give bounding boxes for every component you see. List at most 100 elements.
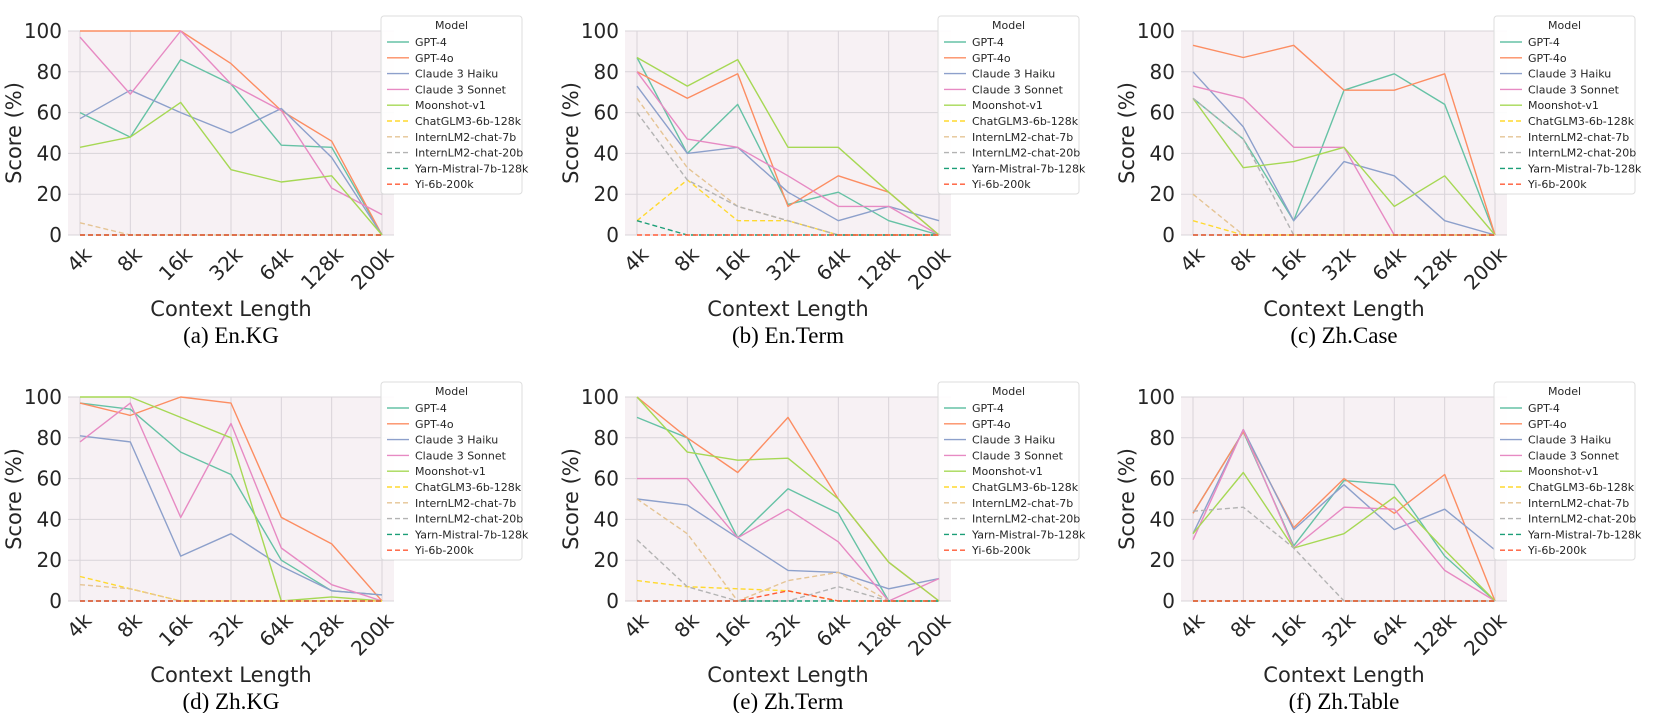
y-axis-title: Score (%) xyxy=(559,82,583,184)
x-axis-title: Context Length xyxy=(1263,297,1424,321)
legend-item-label: Yi-6b-200k xyxy=(1527,544,1587,557)
legend-frame xyxy=(937,381,1080,561)
legend-item-label: GPT-4o xyxy=(1528,418,1567,431)
x-axis-title: Context Length xyxy=(150,297,311,321)
legend-item-label: Claude 3 Sonnet xyxy=(1528,449,1620,462)
y-tick-label: 80 xyxy=(594,60,619,84)
y-tick-label: 100 xyxy=(581,19,619,43)
legend-item-label: Yarn-Mistral-7b-128k xyxy=(414,528,529,541)
x-tick-label: 64k xyxy=(254,242,297,285)
legend-item-label: Claude 3 Haiku xyxy=(972,68,1055,81)
x-tick-label: 8k xyxy=(669,608,703,642)
legend-item-label: Claude 3 Sonnet xyxy=(415,83,507,96)
y-tick-label: 60 xyxy=(37,101,62,125)
legend-item-label: Yarn-Mistral-7b-128k xyxy=(1527,528,1642,541)
legend-item-label: InternLM2-chat-7b xyxy=(972,131,1073,144)
y-tick-label: 40 xyxy=(594,507,619,531)
y-tick-label: 20 xyxy=(37,182,62,206)
legend-item-label: GPT-4 xyxy=(972,402,1004,415)
x-axis-title: Context Length xyxy=(707,297,868,321)
legend-item-label: InternLM2-chat-7b xyxy=(415,497,516,510)
x-tick-label: 8k xyxy=(1225,242,1259,276)
legend-item-label: InternLM2-chat-20b xyxy=(972,147,1080,160)
x-tick-label: 64k xyxy=(254,608,297,651)
x-tick-label: 128k xyxy=(296,242,348,294)
legend-frame xyxy=(380,15,523,195)
x-axis-title: Context Length xyxy=(707,663,868,687)
legend-item-label: Yi-6b-200k xyxy=(971,544,1031,557)
legend-item-label: InternLM2-chat-7b xyxy=(415,131,516,144)
legend-title: Model xyxy=(992,385,1025,398)
y-tick-label: 20 xyxy=(594,548,619,572)
x-tick-label: 4k xyxy=(62,242,96,276)
x-tick-label: 8k xyxy=(112,608,146,642)
x-tick-label: 32k xyxy=(1317,242,1360,285)
y-tick-label: 100 xyxy=(1137,385,1175,409)
legend-title: Model xyxy=(1548,385,1581,398)
y-tick-label: 60 xyxy=(594,101,619,125)
legend-item-label: Yarn-Mistral-7b-128k xyxy=(414,162,529,175)
series-line xyxy=(79,396,383,602)
y-tick-label: 0 xyxy=(49,223,62,247)
legend-title: Model xyxy=(1548,19,1581,32)
y-axis-title: Score (%) xyxy=(1115,448,1139,550)
y-tick-label: 0 xyxy=(1162,223,1175,247)
legend: Model GPT-4 GPT-4o Claude 3 Haiku Claude 3 S… xyxy=(380,381,529,561)
legend-frame xyxy=(1493,381,1636,561)
legend-item-label: InternLM2-chat-7b xyxy=(972,497,1073,510)
legend-item-label: Yi-6b-200k xyxy=(414,544,474,557)
legend-item-label: InternLM2-chat-20b xyxy=(1528,513,1636,526)
y-axis-title: Score (%) xyxy=(1115,82,1139,184)
series-line xyxy=(637,590,939,602)
series-line xyxy=(79,435,383,596)
legend-item-label: Moonshot-v1 xyxy=(1528,465,1599,478)
series-line xyxy=(636,498,940,590)
x-tick-label: 200k xyxy=(903,242,955,294)
legend-item-label: GPT-4 xyxy=(1528,402,1560,415)
legend-item-label: GPT-4 xyxy=(1528,36,1560,49)
x-tick-label: 32k xyxy=(761,242,804,285)
y-tick-label: 40 xyxy=(37,507,62,531)
y-axis-title: Score (%) xyxy=(559,448,583,550)
legend-item-label: GPT-4o xyxy=(1528,52,1567,65)
series-line xyxy=(636,396,940,602)
chart-caption: (a) En.KG xyxy=(183,323,279,348)
legend-item-label: GPT-4 xyxy=(415,402,447,415)
y-tick-label: 40 xyxy=(37,141,62,165)
x-tick-label: 200k xyxy=(903,608,955,660)
x-tick-label: 8k xyxy=(669,242,703,276)
legend-item-label: GPT-4o xyxy=(415,418,454,431)
x-tick-label: 64k xyxy=(1367,608,1410,651)
y-tick-label: 80 xyxy=(37,426,62,450)
y-tick-label: 100 xyxy=(24,19,62,43)
legend-item-label: GPT-4 xyxy=(415,36,447,49)
chart-caption: (d) Zh.KG xyxy=(182,689,279,713)
y-tick-label: 20 xyxy=(1150,548,1175,572)
legend-item-label: Claude 3 Haiku xyxy=(415,434,498,447)
x-tick-label: 8k xyxy=(112,242,146,276)
y-tick-label: 20 xyxy=(37,548,62,572)
series-line xyxy=(1192,97,1496,236)
series-line xyxy=(1192,428,1496,602)
x-tick-label: 64k xyxy=(811,242,854,285)
series-line xyxy=(79,584,382,602)
y-tick-label: 0 xyxy=(606,223,619,247)
x-tick-label: 200k xyxy=(1459,608,1511,660)
legend: Model GPT-4 GPT-4o Claude 3 Haiku Claude 3 S… xyxy=(1493,15,1642,195)
legend: Model GPT-4 GPT-4o Claude 3 Haiku Claude 3 S… xyxy=(1493,381,1642,561)
legend-item-label: Yi-6b-200k xyxy=(414,178,474,191)
x-axis-title: Context Length xyxy=(150,663,311,687)
x-tick-label: 8k xyxy=(1225,608,1259,642)
legend-item-label: ChatGLM3-6b-128k xyxy=(415,115,522,128)
legend-item-label: Claude 3 Haiku xyxy=(1528,434,1611,447)
series-line xyxy=(1192,44,1496,236)
legend-item-label: Claude 3 Sonnet xyxy=(1528,83,1620,96)
x-axis-title: Context Length xyxy=(1263,663,1424,687)
legend-item-label: ChatGLM3-6b-128k xyxy=(415,481,522,494)
x-tick-label: 4k xyxy=(619,242,653,276)
legend-item-label: ChatGLM3-6b-128k xyxy=(1528,481,1635,494)
x-tick-label: 200k xyxy=(1459,242,1511,294)
x-tick-label: 4k xyxy=(1175,242,1209,276)
